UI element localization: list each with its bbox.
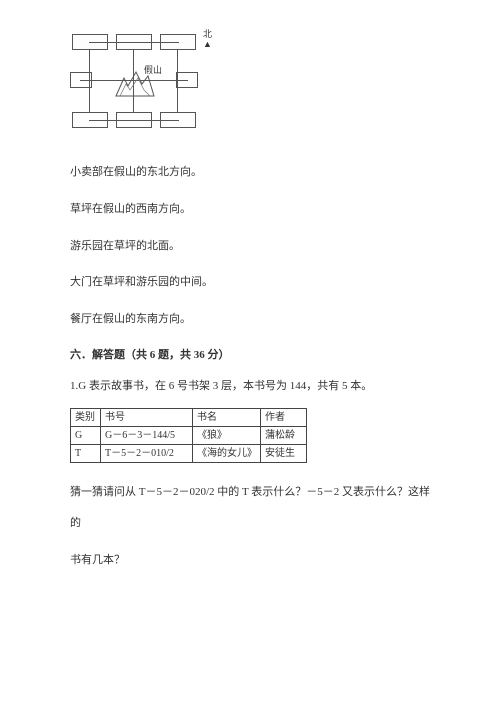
table-header: 作者: [261, 409, 307, 427]
table-header: 书名: [193, 409, 261, 427]
statement-text: 餐厅在假山的东南方向。: [70, 304, 440, 335]
table-row: T T－5－2－010/2 《海的女儿》 安徒生: [71, 445, 307, 463]
table-cell: T: [71, 445, 101, 463]
table-cell: T－5－2－010/2: [101, 445, 193, 463]
table-cell: G: [71, 427, 101, 445]
table-cell: 《狼》: [193, 427, 261, 445]
question-text: 书有几本？: [70, 545, 440, 576]
table-cell: 蒲松龄: [261, 427, 307, 445]
map-line: [89, 50, 90, 112]
table-cell: G－6－3－144/5: [101, 427, 193, 445]
statement-text: 大门在草坪和游乐园的中间。: [70, 267, 440, 298]
table-cell: 《海的女儿》: [193, 445, 261, 463]
center-label: 假山: [144, 64, 162, 78]
table-header: 类别: [71, 409, 101, 427]
table-header-row: 类别 书号 书名 作者: [71, 409, 307, 427]
north-arrow: ▲: [203, 40, 212, 50]
book-table: 类别 书号 书名 作者 G G－6－3－144/5 《狼》 蒲松龄 T T－5－…: [70, 408, 307, 463]
question-intro: 1.G 表示故事书，在 6 号书架 3 层，本书号为 144，共有 5 本。: [70, 371, 440, 402]
statement-text: 游乐园在草坪的北面。: [70, 231, 440, 262]
question-text: 猜一猜请问从 T－5－2－020/2 中的 T 表示什么？－5－2 又表示什么？…: [70, 477, 440, 539]
map-line: [177, 50, 178, 112]
map-line: [89, 120, 179, 121]
map-diagram: 北 ▲ 假山: [70, 30, 210, 135]
statement-text: 小卖部在假山的东北方向。: [70, 157, 440, 188]
map-line: [89, 42, 179, 43]
table-header: 书号: [101, 409, 193, 427]
statement-text: 草坪在假山的西南方向。: [70, 194, 440, 225]
section-title: 六．解答题（共 6 题，共 36 分）: [70, 347, 440, 364]
table-cell: 安徒生: [261, 445, 307, 463]
north-indicator: 北 ▲: [203, 30, 212, 50]
table-row: G G－6－3－144/5 《狼》 蒲松龄: [71, 427, 307, 445]
